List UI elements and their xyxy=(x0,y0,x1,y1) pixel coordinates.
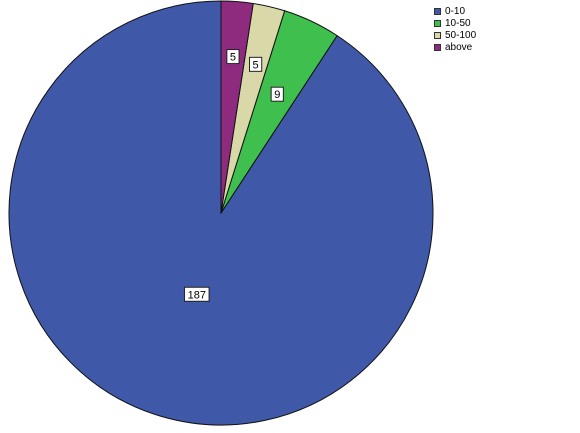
legend-item-above: above xyxy=(434,42,476,53)
legend-label-above: above xyxy=(445,42,473,53)
pie-slice-labels: 187 9 5 5 xyxy=(183,49,284,302)
pie-slice-label-10-50: 9 xyxy=(270,86,284,102)
pie-slice-label-0-10: 187 xyxy=(183,286,210,302)
legend-item-50-100: 50-100 xyxy=(434,30,476,41)
pie-slices xyxy=(8,0,434,426)
legend-label-0-10: 0-10 xyxy=(445,6,466,17)
legend-label-50-100: 50-100 xyxy=(445,30,477,41)
legend-swatch-0-10 xyxy=(434,8,441,15)
chart-legend: 0-10 10-50 50-100 above xyxy=(434,6,476,54)
svg-text:5: 5 xyxy=(230,52,236,64)
legend-label-10-50: 10-50 xyxy=(445,18,471,29)
pie-slice-label-above: 5 xyxy=(226,49,240,65)
legend-item-0-10: 0-10 xyxy=(434,6,476,17)
legend-swatch-50-100 xyxy=(434,32,441,39)
legend-swatch-10-50 xyxy=(434,20,441,27)
svg-text:187: 187 xyxy=(188,289,206,301)
svg-text:5: 5 xyxy=(253,59,259,71)
svg-text:9: 9 xyxy=(274,89,280,101)
legend-item-10-50: 10-50 xyxy=(434,18,476,29)
legend-swatch-above xyxy=(434,44,441,51)
pie-slice-label-50-100: 5 xyxy=(249,56,263,72)
